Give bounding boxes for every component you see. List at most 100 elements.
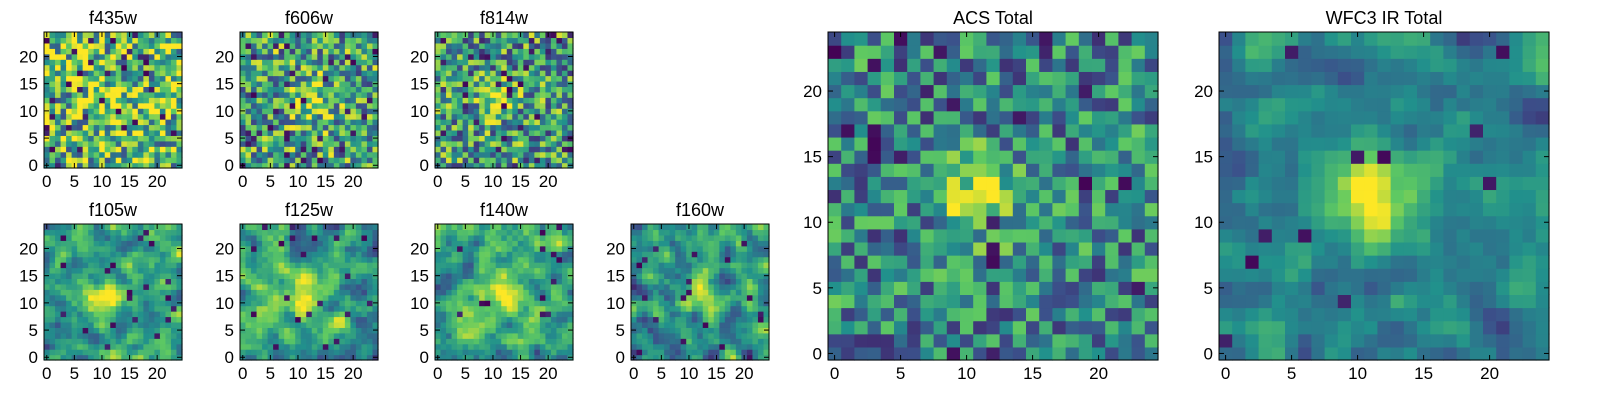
pixel <box>88 113 95 120</box>
pixel <box>77 240 84 247</box>
pixel <box>986 333 1001 348</box>
pixel <box>512 245 519 252</box>
pixel <box>479 278 486 285</box>
pixel <box>115 97 122 104</box>
pixel <box>344 332 351 339</box>
pixel <box>60 300 67 307</box>
pixel <box>697 229 704 236</box>
pixel <box>311 289 318 296</box>
pixel <box>473 300 480 307</box>
pixel <box>867 163 882 177</box>
pixel <box>440 234 447 241</box>
pixel <box>658 305 665 312</box>
pixel <box>333 278 340 285</box>
pixel <box>933 268 948 282</box>
pixel <box>143 97 150 104</box>
pixel <box>295 338 302 345</box>
pixel <box>82 256 89 263</box>
pixel <box>295 48 302 55</box>
pixel <box>999 241 1014 256</box>
pixel <box>741 300 748 307</box>
pixel <box>240 140 247 147</box>
pixel <box>55 64 62 71</box>
pixel <box>176 75 183 82</box>
pixel <box>55 338 62 345</box>
pixel <box>77 42 84 49</box>
pixel <box>1052 176 1067 191</box>
x-tick-label: 15 <box>120 172 139 191</box>
pixel <box>339 91 346 98</box>
pixel <box>49 124 56 131</box>
pixel <box>66 240 73 247</box>
pixel <box>143 140 150 147</box>
pixel <box>278 267 285 274</box>
pixel <box>702 316 709 323</box>
pixel <box>44 151 51 158</box>
pixel <box>1052 320 1067 335</box>
pixel <box>278 42 285 49</box>
pixel <box>148 256 155 263</box>
pixel <box>267 80 274 87</box>
pixel <box>517 305 524 312</box>
pixel <box>170 272 178 279</box>
pixel <box>110 146 117 153</box>
pixel <box>256 327 263 334</box>
pixel <box>506 338 513 345</box>
pixel <box>867 281 882 295</box>
pixel <box>642 267 649 274</box>
pixel <box>473 129 480 136</box>
pixel <box>306 321 313 328</box>
pixel <box>350 272 357 279</box>
pixel <box>99 229 106 236</box>
pixel <box>121 53 128 60</box>
pixel <box>495 272 502 279</box>
pixel <box>66 64 73 71</box>
pixel <box>148 272 155 279</box>
pixel <box>561 124 569 131</box>
pixel <box>1078 307 1093 322</box>
pixel <box>1052 333 1067 348</box>
pixel <box>55 37 62 44</box>
pixel <box>1026 215 1040 230</box>
pixel <box>273 70 280 77</box>
pixel <box>104 113 111 120</box>
pixel <box>355 157 363 164</box>
pixel <box>561 97 569 104</box>
pixel <box>289 135 296 142</box>
pixel <box>1065 320 1080 335</box>
pixel <box>77 91 84 98</box>
pixel <box>986 268 1001 282</box>
pixel <box>126 251 133 258</box>
pixel <box>561 311 569 318</box>
pixel <box>256 32 263 39</box>
pixel <box>669 234 676 241</box>
pixel <box>99 272 106 279</box>
pixel <box>322 294 329 301</box>
pixel <box>841 333 855 348</box>
pixel <box>339 316 346 323</box>
pixel <box>311 119 318 126</box>
pixel <box>262 294 269 301</box>
pixel <box>93 349 100 356</box>
pixel <box>675 267 682 274</box>
pixel <box>60 108 67 115</box>
pixel <box>446 59 453 66</box>
x-tick-label: 10 <box>92 172 111 191</box>
pixel <box>77 321 84 328</box>
pixel <box>680 343 687 350</box>
pixel <box>55 119 62 126</box>
pixel <box>104 283 111 290</box>
pixel <box>457 37 464 44</box>
pixel <box>60 245 67 252</box>
pixel <box>137 229 144 236</box>
pixel <box>165 251 172 258</box>
pixel <box>165 135 172 142</box>
pixel <box>262 321 269 328</box>
pixel <box>752 229 759 236</box>
pixel <box>501 70 508 77</box>
pixel <box>653 311 660 318</box>
pixel <box>110 327 117 334</box>
pixel <box>333 162 340 169</box>
pixel <box>642 251 649 258</box>
pixel <box>746 224 754 231</box>
